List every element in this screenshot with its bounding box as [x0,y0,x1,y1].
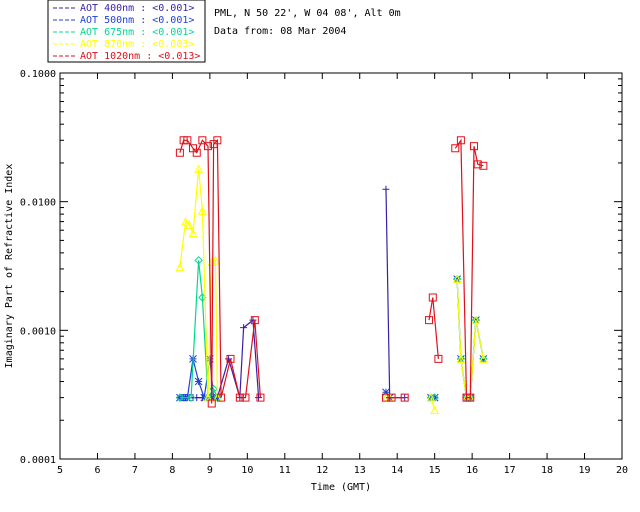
data-point [198,136,207,145]
data-point [183,136,192,145]
data-point [430,405,439,415]
x-tick-label: 8 [169,465,175,476]
x-tick-label: 14 [391,465,403,476]
y-axis-label: Imaginary Part of Refractive Index [4,164,15,369]
data-point [175,148,184,157]
data-point [256,393,265,402]
y-tick-label: 0.0100 [20,198,56,209]
site-info-text: PML, N 50 22', W 04 08', Alt 0m [214,8,401,19]
x-tick-label: 5 [57,465,63,476]
x-tick-label: 13 [354,465,366,476]
data-point [235,393,244,402]
data-point [425,316,434,325]
x-tick-label: 18 [541,465,553,476]
x-tick-label: 16 [466,465,478,476]
legend-entry: AOT 870nm : <0.003> [80,39,194,50]
data-point [203,142,212,151]
data-point [181,216,190,226]
series-layer [175,136,488,415]
data-point [400,393,409,402]
data-point [194,164,203,173]
data-point [456,136,465,145]
legend-entry: AOT 675nm : <0.001> [80,27,194,38]
data-point [255,394,263,402]
data-point [428,293,437,302]
data-point [466,393,475,402]
data-point [382,388,390,397]
data-point [241,393,250,402]
series-line [428,297,439,359]
data-point [479,354,488,363]
data-point [471,315,481,325]
x-tick-label: 19 [579,465,591,476]
series-group [176,275,488,402]
legend-entry: AOT 400nm : <0.001> [80,3,194,14]
x-tick-label: 10 [241,465,253,476]
x-tick-label: 9 [207,465,213,476]
data-point [176,393,184,402]
legend-entry: AOT 500nm : <0.001> [80,15,194,26]
data-point [226,354,235,363]
data-point [452,274,462,284]
data-point [194,377,203,386]
data-point [175,393,185,402]
y-tick-label: 0.1000 [20,69,56,80]
data-point [382,185,390,193]
data-point [473,160,482,169]
series-line [385,189,405,399]
data-point [451,144,460,153]
data-point [206,355,214,363]
x-tick-label: 15 [429,465,441,476]
y-tick-label: 0.0010 [20,326,56,337]
data-point [470,142,479,151]
data-point [194,256,203,265]
legend: AOT 400nm : <0.001>AOT 500nm : <0.001>AO… [53,3,200,62]
data-point [217,393,226,402]
data-point [184,220,194,229]
data-point [240,324,248,332]
axis-ticks: 5 6 7 8 9 10 11 12 13 14 15 16 17 18 19 20 0.0001 0.0010 0… [20,69,628,476]
data-point [250,316,259,325]
x-axis-label: Time (GMT) [311,482,371,493]
data-point [381,393,390,402]
x-tick-label: 11 [279,465,291,476]
data-point [479,161,488,170]
data-point [387,393,396,402]
y-tick-label: 0.0001 [20,455,56,466]
data-point [213,136,222,145]
legend-entry: AOT 1020nm : <0.013> [80,51,200,62]
x-tick-label: 6 [94,465,100,476]
data-point [456,354,466,363]
data-point [434,354,443,363]
data-point [175,262,185,272]
data-point [207,399,216,408]
data-point [426,392,436,402]
x-tick-label: 7 [132,465,138,476]
data-point [186,393,196,402]
legend-box [47,0,206,63]
series-group [175,136,488,408]
data-point [198,206,207,215]
plot-frame [59,72,623,460]
series-line [179,260,218,400]
x-tick-label: 12 [316,465,328,476]
data-date-text: Data from: 08 Mar 2004 [214,26,346,37]
x-tick-label: 17 [504,465,516,476]
data-point [188,228,198,238]
data-point [211,255,220,265]
x-tick-label: 20 [616,465,628,476]
data-point [192,148,201,157]
